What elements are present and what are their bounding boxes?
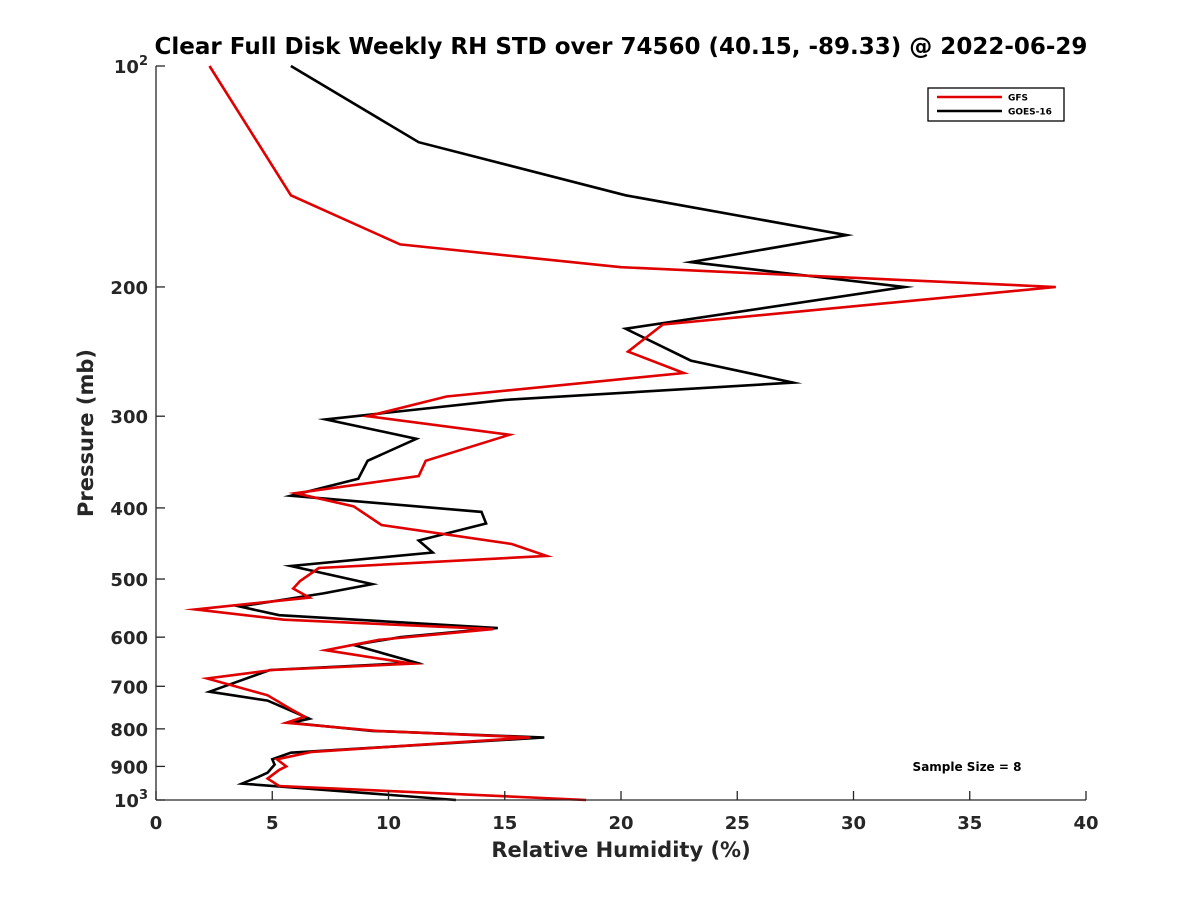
y-tick-label: 400 bbox=[110, 499, 148, 520]
legend-label: GOES-16 bbox=[1008, 108, 1052, 118]
y-axis-ticks: 102 200 300 400 500 600 700 800 900 103 bbox=[110, 54, 165, 812]
y-axis-label: Pressure (mb) bbox=[74, 349, 98, 517]
plot-area bbox=[183, 64, 1056, 802]
x-axis-ticks: 0 5 10 15 20 25 30 35 40 bbox=[150, 791, 1099, 834]
sample-size-annotation: Sample Size = 8 bbox=[913, 760, 1022, 774]
legend-label: GFS bbox=[1008, 94, 1028, 104]
x-tick-label: 5 bbox=[266, 813, 279, 834]
x-tick-label: 40 bbox=[1073, 813, 1098, 834]
x-tick-label: 25 bbox=[725, 813, 750, 834]
x-tick-label: 20 bbox=[608, 813, 633, 834]
x-axis-label: Relative Humidity (%) bbox=[491, 838, 750, 862]
x-tick-label: 10 bbox=[376, 813, 401, 834]
legend-box bbox=[927, 87, 1065, 122]
y-tick-label: 600 bbox=[110, 628, 148, 649]
y-tick-label: 900 bbox=[110, 757, 148, 778]
y-tick-label: 500 bbox=[110, 570, 148, 591]
series-line-gfs bbox=[183, 65, 1056, 802]
y-tick-label: 800 bbox=[110, 720, 148, 741]
y-tick-label: 200 bbox=[110, 278, 148, 299]
y-tick-label: 102 bbox=[114, 54, 148, 78]
x-tick-label: 15 bbox=[492, 813, 517, 834]
chart-title: Clear Full Disk Weekly RH STD over 74560… bbox=[155, 34, 1088, 60]
y-tick-label: 103 bbox=[114, 788, 148, 812]
y-tick-label: 700 bbox=[110, 677, 148, 698]
x-tick-label: 30 bbox=[841, 813, 866, 834]
legend: GFS GOES-16 bbox=[927, 87, 1065, 122]
y-tick-label: 300 bbox=[110, 407, 148, 428]
x-tick-label: 35 bbox=[957, 813, 982, 834]
x-tick-label: 0 bbox=[150, 813, 163, 834]
